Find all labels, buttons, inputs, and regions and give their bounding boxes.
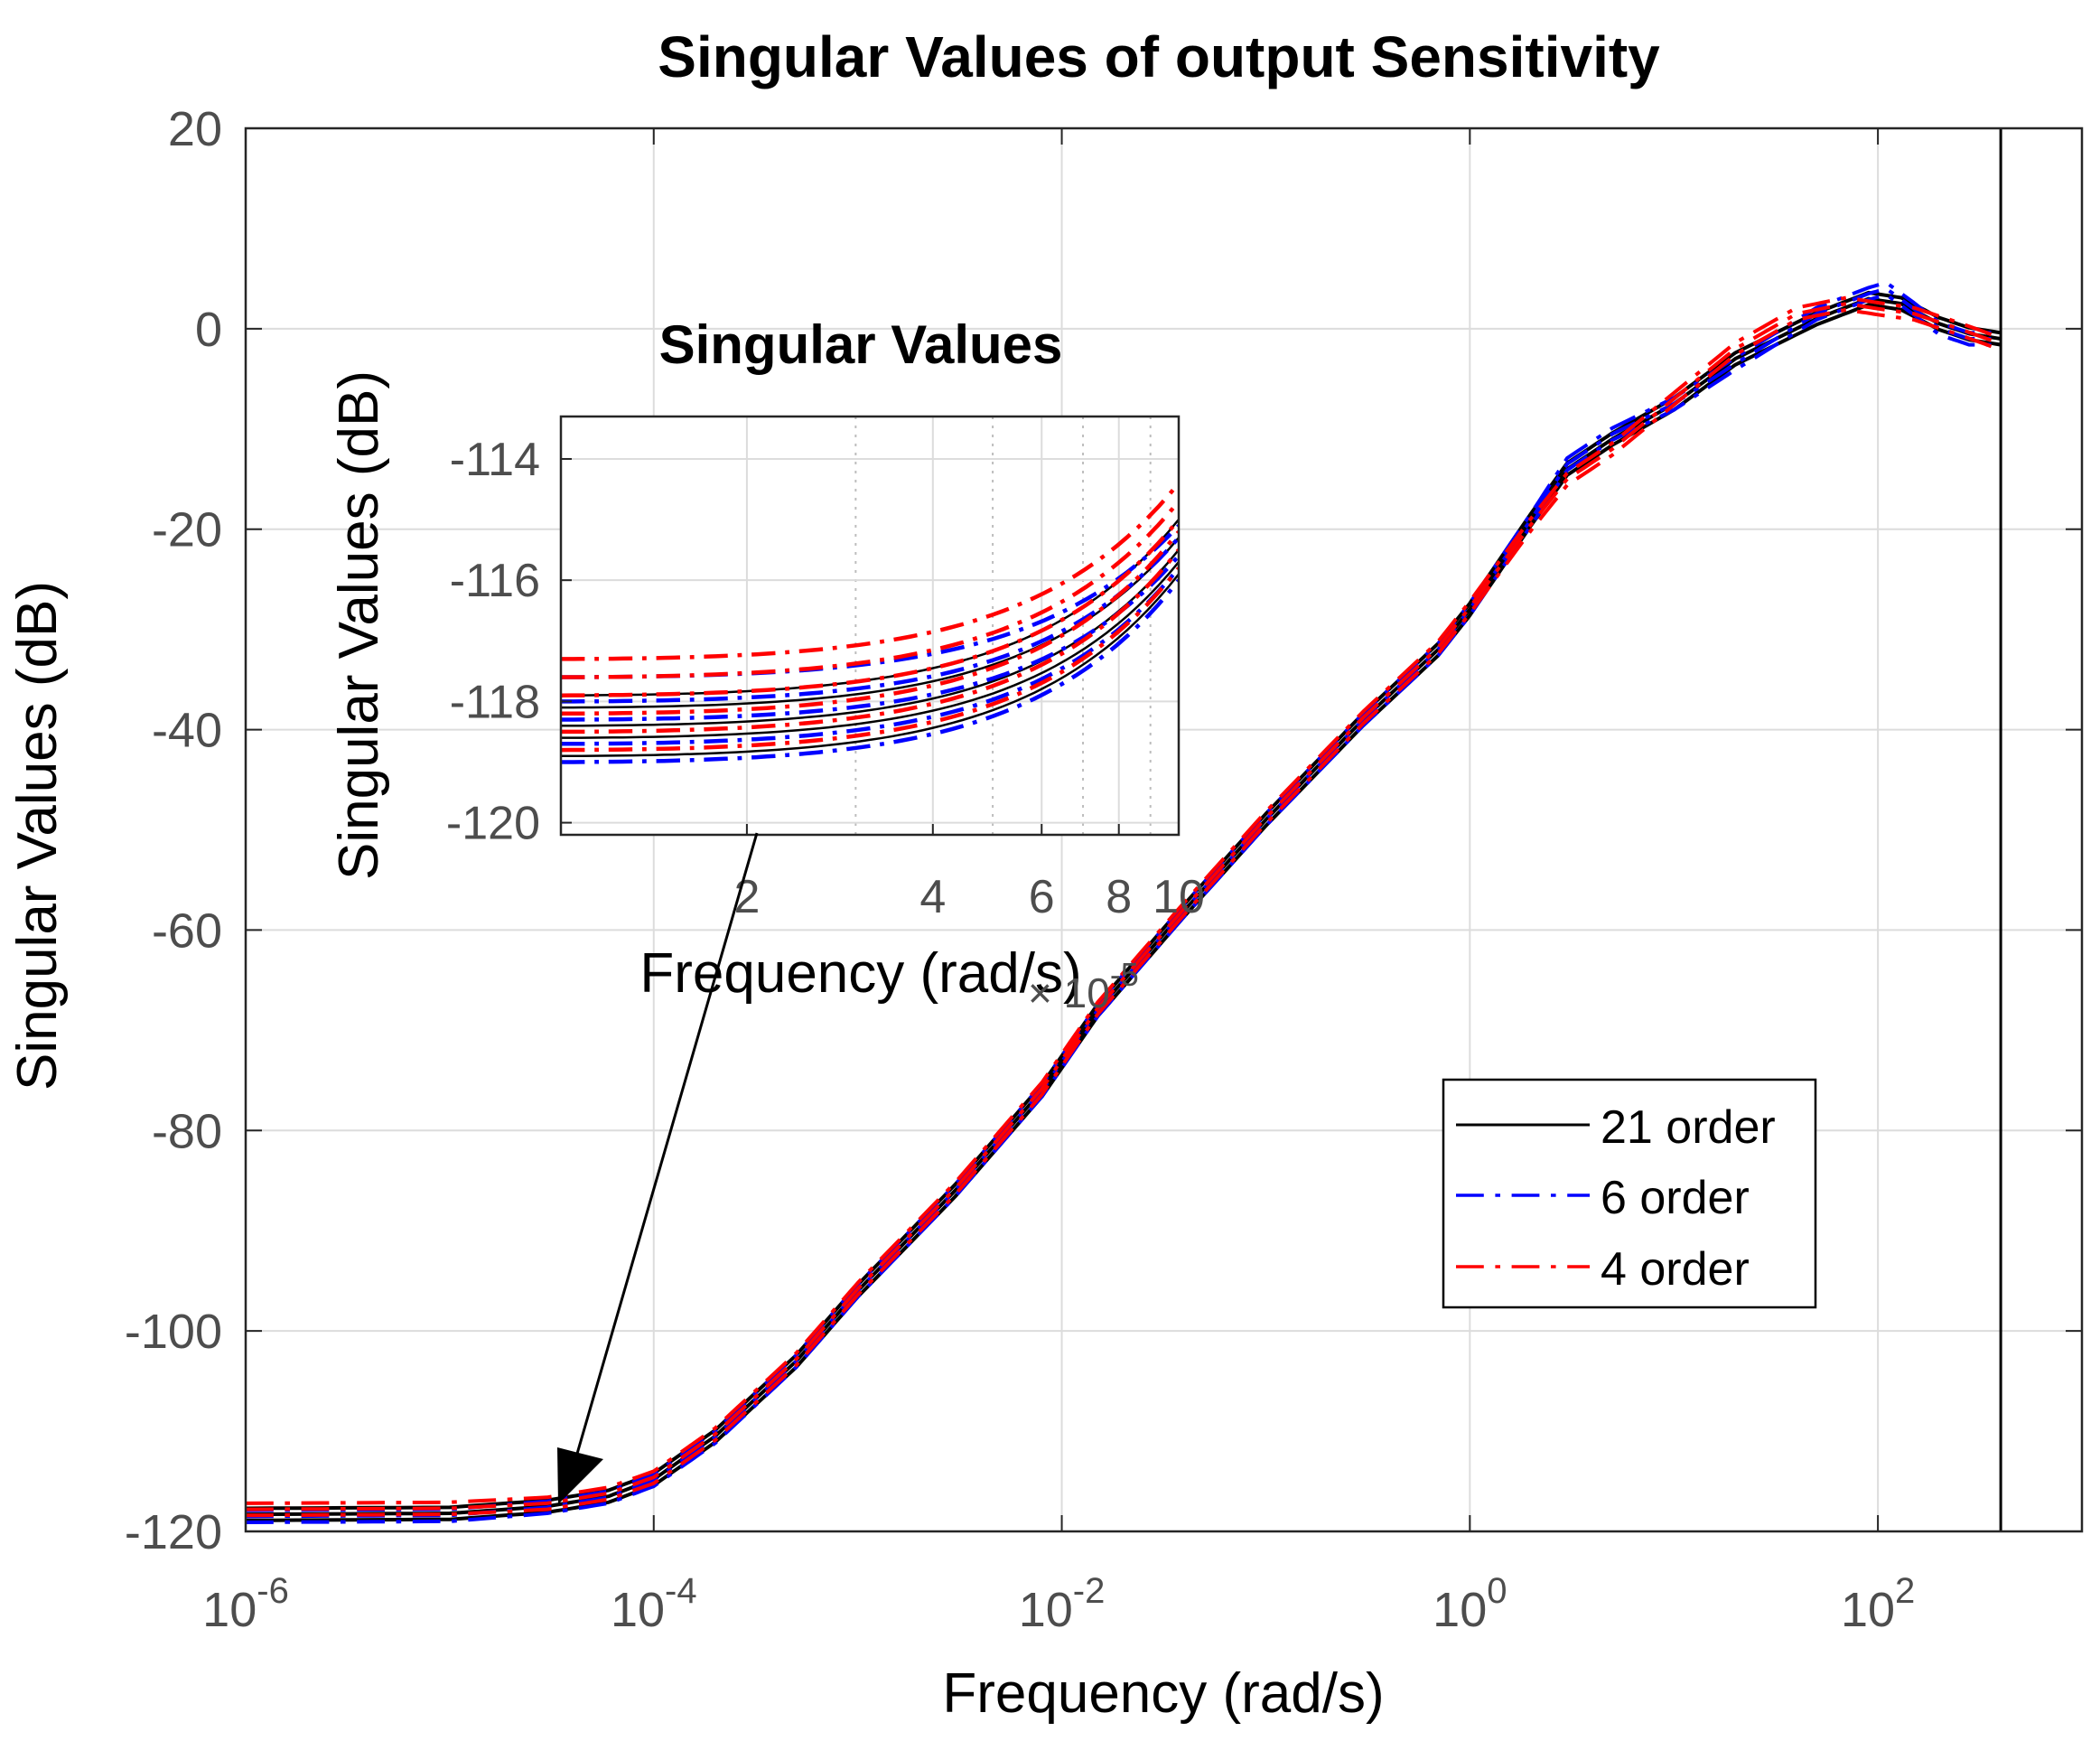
series-line-4-order [246, 295, 2002, 1505]
inset-y-tick-label: -120 [446, 798, 540, 850]
inset-y-tick-label: -118 [450, 676, 540, 728]
y-axis-label: Singular Values (dB) [6, 581, 69, 1090]
legend: 21 order 6 order 4 order [1442, 1078, 1817, 1309]
inset-series-line-4-order [561, 566, 1179, 753]
inset-series-line-4-order [561, 530, 1179, 716]
main-ticks: 10-6 10-4 10-2 100 102 20 0 -20 -40 -60 -80 -100 -12… [125, 102, 2082, 1637]
inset-plot-area [561, 417, 1179, 835]
inset-series-line-6-order [561, 578, 1179, 764]
y-tick-label: -120 [125, 1505, 222, 1559]
inset-x-tick-label: 4 [919, 871, 946, 923]
inset-y-tick-label: -114 [450, 434, 540, 486]
legend-label-4-order: 4 order [1601, 1243, 1750, 1296]
y-tick-label: -80 [152, 1104, 222, 1158]
inset-ticks: 2 4 6 8 10-114-116-118-120 [446, 434, 1205, 923]
annotation-arrow [557, 832, 759, 1504]
inset-series-line-6-order [561, 554, 1179, 722]
inset-plot-border [559, 415, 1181, 837]
y-tick-label: 20 [168, 102, 222, 156]
inset-series-line-21-order [561, 573, 1179, 758]
inset-x-exponent: × 10-5 [1028, 956, 1139, 1016]
inset-series [561, 482, 1179, 764]
x-tick-label: 10-2 [1019, 1571, 1106, 1637]
arrow-head [557, 1447, 603, 1504]
x-tick-label: 10-4 [611, 1571, 697, 1637]
inset-y-axis-label: Singular Values (dB) [328, 370, 390, 880]
inset-series-line-6-order [561, 566, 1179, 746]
y-tick-label: -40 [152, 704, 222, 758]
inset-series-line-4-order [561, 548, 1179, 735]
x-tick-label: 100 [1433, 1571, 1507, 1637]
inset-series-line-4-order [561, 482, 1179, 661]
main-series [246, 128, 2002, 1531]
chart-title: Singular Values of output Sensitivity [658, 24, 1660, 89]
legend-label-6-order: 6 order [1601, 1172, 1750, 1224]
arrow-shaft [567, 832, 759, 1483]
inset-x-tick-label: 8 [1106, 871, 1132, 923]
legend-label-21-order: 21 order [1601, 1101, 1776, 1154]
y-tick-label: -20 [152, 503, 222, 557]
legend-box [1442, 1078, 1817, 1309]
inset-series-line-4-order [561, 500, 1179, 679]
inset-x-axis-label: Frequency (rad/s) [639, 942, 1081, 1005]
y-tick-label: 0 [195, 303, 222, 357]
inset-series-line-4-order [561, 518, 1179, 697]
inset-y-tick-label: -116 [450, 555, 540, 607]
x-tick-label: 10-6 [202, 1571, 289, 1637]
y-tick-label: -100 [125, 1305, 222, 1359]
inset-series-line-6-order [561, 536, 1179, 704]
x-axis-label: Frequency (rad/s) [942, 1662, 1384, 1725]
series-line-4-order [246, 302, 2002, 1512]
x-tick-label: 102 [1841, 1571, 1915, 1637]
main-plot-border [244, 126, 2084, 1533]
inset-x-tick-label: 10 [1153, 871, 1205, 923]
inset-x-tick-label: 6 [1029, 871, 1055, 923]
series-line-4-order [246, 307, 2002, 1518]
inset-title: Singular Values [659, 314, 1063, 375]
inset-series-line-21-order [561, 561, 1179, 739]
y-tick-label: -60 [152, 903, 222, 958]
